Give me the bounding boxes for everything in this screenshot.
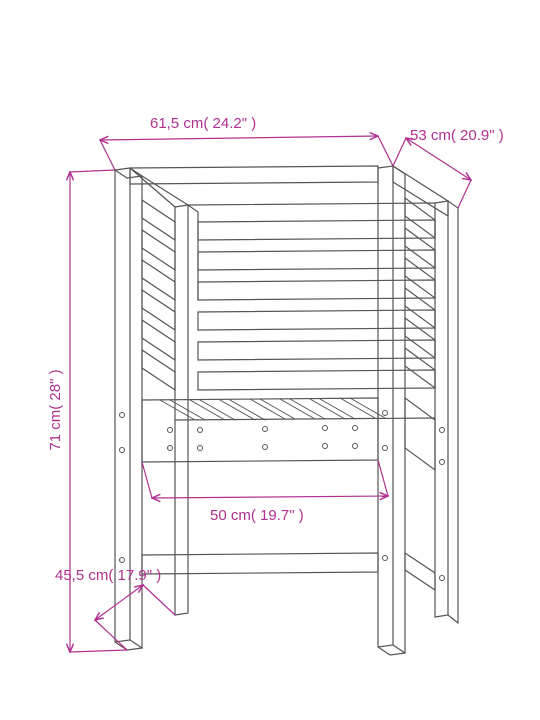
dim-seat-depth: 45,5 cm( 17.9" ) (55, 567, 161, 584)
dim-seat-width: 50 cm( 19.7" ) (210, 507, 304, 524)
dim-height-left: 71 cm( 28" ) (47, 369, 64, 450)
chair-lines (115, 166, 458, 655)
dim-width-top: 61,5 cm( 24.2" ) (150, 115, 256, 132)
chair-diagram: 61,5 cm( 24.2" ) 53 cm( 20.9" ) 71 cm( 2… (0, 0, 540, 720)
dim-depth-top: 53 cm( 20.9" ) (410, 127, 504, 144)
